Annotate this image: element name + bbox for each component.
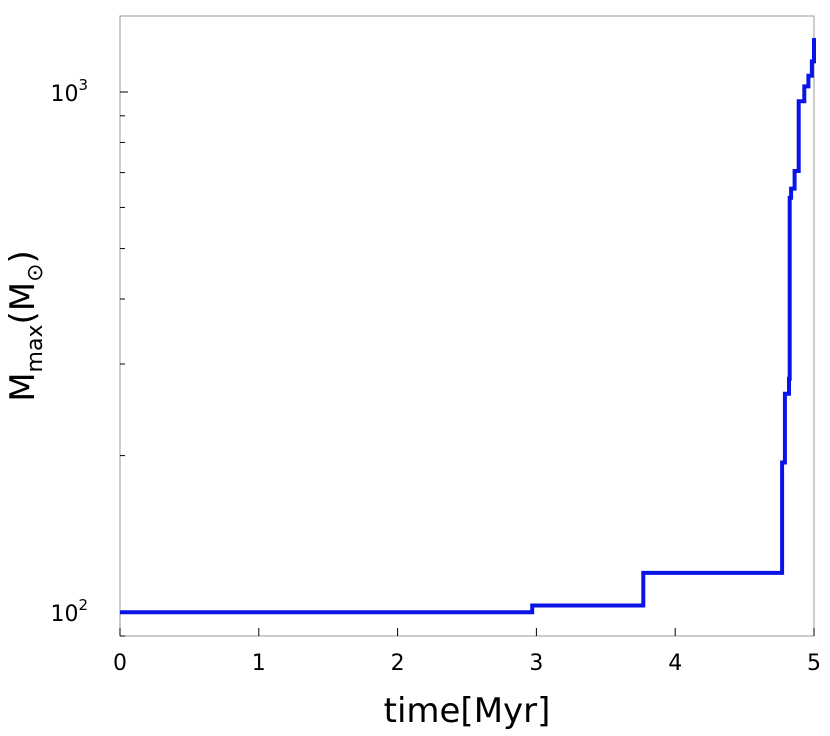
x-tick-label: 1 (252, 651, 266, 676)
series-line (120, 38, 816, 615)
x-tick-label: 0 (113, 651, 127, 676)
x-tick-label: 4 (668, 651, 682, 676)
y-tick-label: 102 (50, 596, 88, 627)
x-tick-label: 3 (529, 651, 543, 676)
x-tick-label: 2 (391, 651, 405, 676)
x-axis-label: time[Myr] (384, 691, 551, 731)
x-ticks: 0 1 2 3 4 5 (113, 628, 821, 676)
plot-frame (119, 15, 815, 637)
y-minor-ticks (120, 115, 125, 637)
x-tick-label: 5 (807, 651, 821, 676)
y-major-ticks: 102 103 (50, 76, 128, 627)
y-axis-label: Mmax(M⊙) (3, 250, 48, 402)
y-tick-label: 103 (50, 76, 88, 107)
